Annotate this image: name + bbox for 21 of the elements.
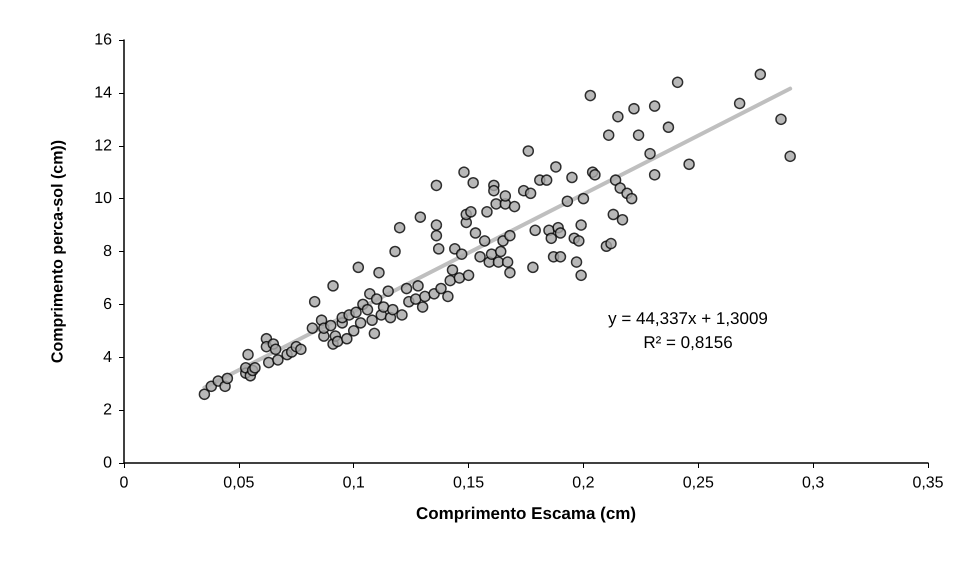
x-axis-title: Comprimento Escama (cm) [416, 504, 636, 523]
x-tick-label: 0,15 [453, 474, 484, 492]
x-tick-label: 0,35 [912, 474, 944, 492]
y-tick-label: 6 [103, 296, 112, 313]
annotation: y = 44,337x + 1,3009 [608, 309, 768, 328]
x-tick-label: 0,3 [802, 474, 824, 492]
y-tick-label: 12 [94, 137, 112, 154]
x-tick-label: 0 [120, 474, 129, 492]
x-tick-label: 0,1 [342, 474, 365, 492]
annotation: R² = 0,8156 [643, 333, 733, 352]
y-tick-label: 14 [94, 84, 112, 102]
y-tick-label: 2 [103, 402, 112, 419]
y-tick-label: 8 [103, 243, 112, 260]
y-tick-label: 0 [103, 454, 112, 472]
x-tick-label: 0,25 [682, 474, 714, 492]
y-tick-label: 10 [94, 190, 112, 208]
y-axis-title: Comprimento perca-sol (cm)) [50, 140, 66, 364]
y-tick-label: 4 [103, 348, 112, 366]
y-tick-label: 16 [94, 32, 112, 48]
x-tick-label: 0,2 [572, 474, 595, 492]
x-tick-label: 0,05 [223, 474, 255, 492]
